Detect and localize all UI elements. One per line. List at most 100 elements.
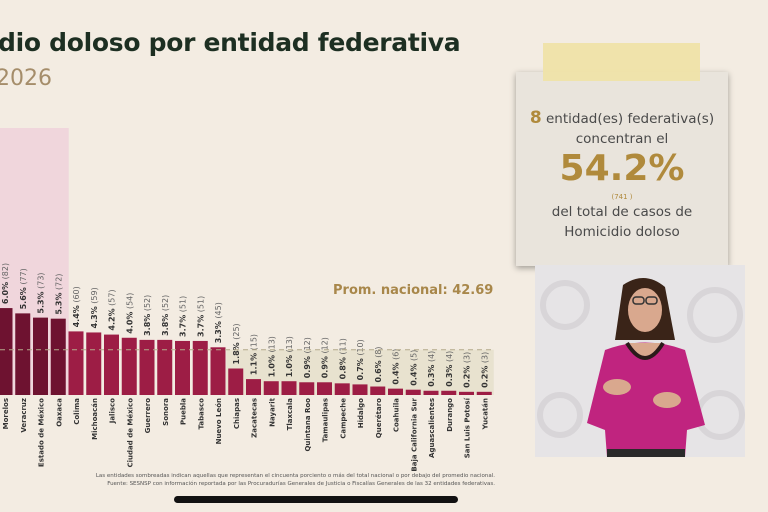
value-label: 0.7% (10) bbox=[356, 339, 365, 380]
bar-Quintana Roo bbox=[299, 382, 315, 395]
value-label: 0.2% (3) bbox=[463, 352, 472, 388]
category-label: Guerrero bbox=[144, 398, 152, 434]
bar-Tlaxcala bbox=[281, 381, 297, 395]
entity-count: 8 bbox=[529, 108, 542, 128]
bar-Sonora bbox=[157, 339, 173, 395]
bar-Campeche bbox=[334, 383, 350, 395]
summary-card: 8 entidad(es) federativa(s) concentran e… bbox=[516, 72, 728, 266]
category-label: Baja California Sur bbox=[410, 397, 418, 471]
bar-Puebla bbox=[175, 340, 190, 395]
sign-language-interpreter-video bbox=[535, 265, 745, 457]
category-label: Querétaro bbox=[375, 398, 383, 438]
category-label: Tamaulipas bbox=[322, 398, 330, 442]
card-line3: del total de casos de bbox=[551, 204, 693, 220]
value-label: 0.6% (8) bbox=[374, 346, 383, 382]
value-label: 0.8% (11) bbox=[338, 338, 347, 379]
case-count: (741 ) bbox=[611, 193, 633, 201]
category-label: Campeche bbox=[339, 398, 347, 439]
bar-Morelos bbox=[0, 308, 13, 395]
tape-decoration bbox=[543, 43, 700, 81]
bar-Michoacán bbox=[86, 332, 102, 395]
concentration-percent: 54.2% bbox=[559, 148, 685, 189]
category-label: Ciudad de México bbox=[126, 398, 134, 468]
bar-Hidalgo bbox=[352, 384, 368, 395]
bar-Colima bbox=[68, 331, 84, 395]
bar-Chiapas bbox=[228, 368, 244, 395]
category-label: Tabasco bbox=[197, 398, 205, 430]
value-label: 5.3% (72) bbox=[54, 274, 63, 315]
category-label: Estado de México bbox=[38, 398, 46, 467]
category-label: Zacatecas bbox=[251, 398, 259, 438]
category-label: Colima bbox=[73, 398, 81, 425]
bar-Nuevo León bbox=[210, 347, 226, 395]
category-label: Sonora bbox=[162, 398, 170, 426]
home-indicator[interactable] bbox=[174, 496, 458, 503]
category-label: Michoacán bbox=[91, 398, 99, 440]
card-line4: Homicidio doloso bbox=[564, 224, 680, 240]
bar-Tabasco bbox=[192, 340, 208, 395]
category-label: Quintana Roo bbox=[304, 398, 312, 452]
value-label: 1.0% (13) bbox=[285, 336, 294, 377]
category-label: Durango bbox=[446, 398, 454, 432]
value-label: 4.3% (59) bbox=[90, 287, 99, 328]
card-line1: entidad(es) federativa(s) bbox=[546, 111, 715, 127]
value-label: 0.2% (3) bbox=[480, 352, 489, 388]
footnote-shading: Las entidades sombreadas indican aquella… bbox=[95, 473, 495, 479]
category-label: Coahuila bbox=[393, 398, 401, 432]
category-label: Aguascalientes bbox=[428, 398, 436, 458]
value-label: 0.3% (4) bbox=[427, 351, 436, 387]
bar-Veracruz bbox=[15, 313, 31, 395]
category-label: Yucatán bbox=[481, 398, 489, 430]
bar-Ciudad de México bbox=[121, 337, 137, 395]
category-label: Jalisco bbox=[109, 398, 117, 424]
category-label: Nayarit bbox=[268, 397, 276, 427]
bar-Durango bbox=[441, 390, 457, 395]
category-label: San Luis Potosí bbox=[464, 397, 472, 458]
value-label: 0.4% (6) bbox=[392, 349, 401, 385]
bar-Coahuila bbox=[388, 388, 403, 395]
category-label: Morelos bbox=[2, 398, 10, 429]
category-label: Hidalgo bbox=[357, 398, 365, 428]
value-label: 0.9% (12) bbox=[303, 337, 312, 378]
bar-Estado de México bbox=[33, 317, 48, 395]
bar-Nayarit bbox=[263, 381, 279, 395]
bar-Oaxaca bbox=[50, 318, 66, 395]
footnote-source: Fuente: SESNSP con información reportada… bbox=[107, 481, 495, 487]
value-label: 3.8% (52) bbox=[161, 295, 170, 336]
value-label: 0.4% (5) bbox=[409, 350, 418, 386]
bar-Zacatecas bbox=[246, 379, 261, 395]
page-subtitle: 2026 bbox=[0, 66, 52, 91]
value-label: 5.3% (73) bbox=[37, 272, 46, 313]
value-label: 3.8% (52) bbox=[143, 295, 152, 336]
value-label: 1.8% (25) bbox=[232, 323, 241, 364]
value-label: 3.7% (51) bbox=[196, 296, 205, 337]
average-label: Prom. nacional: 42.69 bbox=[333, 283, 494, 298]
page-title: dio doloso por entidad federativa bbox=[0, 28, 461, 57]
bar-Yucatán bbox=[476, 391, 492, 395]
card-line2: concentran el bbox=[575, 131, 669, 147]
value-label: 1.0% (13) bbox=[267, 336, 276, 377]
value-label: 4.0% (54) bbox=[125, 293, 134, 334]
bar-Querétaro bbox=[370, 386, 386, 395]
value-label: 0.9% (12) bbox=[321, 337, 330, 378]
bar-San Luis Potosí bbox=[459, 391, 474, 395]
bar-Baja California Sur bbox=[405, 389, 421, 395]
value-label: 1.1% (15) bbox=[250, 334, 259, 375]
value-label: 6.0% (82) bbox=[1, 263, 10, 304]
value-label: 4.4% (60) bbox=[72, 286, 81, 327]
value-label: 5.6% (77) bbox=[19, 268, 28, 309]
category-label: Oaxaca bbox=[55, 398, 63, 427]
bar-Guerrero bbox=[139, 339, 155, 395]
value-label: 0.3% (4) bbox=[445, 351, 454, 387]
value-label: 3.3% (45) bbox=[214, 302, 223, 343]
value-label: 3.7% (51) bbox=[179, 296, 188, 337]
category-label: Puebla bbox=[180, 398, 188, 425]
bar-Jalisco bbox=[104, 334, 119, 395]
bar-Tamaulipas bbox=[317, 382, 332, 395]
category-label: Veracruz bbox=[20, 398, 28, 433]
category-label: Nuevo León bbox=[215, 398, 223, 444]
value-label: 4.2% (57) bbox=[108, 289, 117, 330]
bar-Aguascalientes bbox=[423, 390, 439, 395]
category-label: Tlaxcala bbox=[286, 398, 294, 431]
